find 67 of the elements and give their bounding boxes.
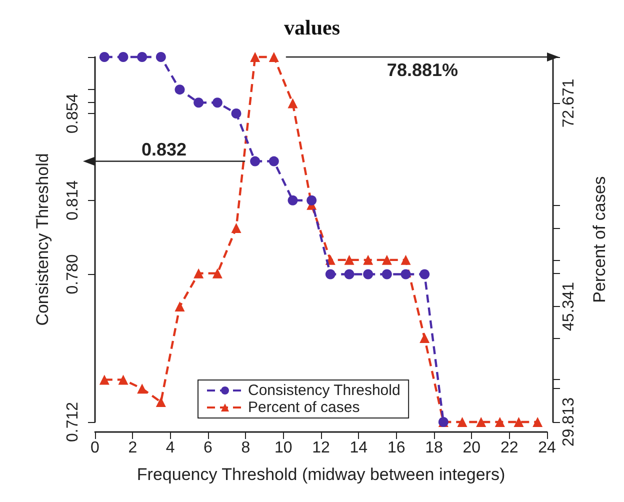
point <box>382 269 392 280</box>
point <box>212 98 222 108</box>
x-axis-title: Frequency Threshold (midway between integers) <box>136 465 506 484</box>
y2-axis-title: Percent of cases <box>590 176 609 303</box>
point <box>344 254 354 265</box>
x-tick-label: 16 <box>387 440 406 456</box>
point <box>156 52 166 62</box>
point <box>174 84 185 95</box>
point <box>268 52 279 62</box>
point <box>363 254 374 265</box>
y2-tick-label: 29.813 <box>560 397 578 446</box>
point <box>137 52 148 62</box>
y2-tick-label: 45.341 <box>560 282 578 331</box>
point <box>99 374 110 385</box>
point <box>231 108 242 118</box>
legend-label: Percent of cases <box>248 399 360 416</box>
x-tick-label: 14 <box>350 440 368 456</box>
point <box>400 254 411 265</box>
y-tick-label: 0.814 <box>64 180 82 220</box>
point <box>288 195 298 206</box>
y2-tick-label: 72.671 <box>560 78 578 128</box>
point <box>156 397 166 408</box>
y-tick-label: 0.780 <box>64 254 82 294</box>
x-tick-label: 2 <box>128 440 138 456</box>
point <box>420 269 430 280</box>
point <box>514 417 524 427</box>
point <box>457 417 468 427</box>
point <box>231 222 242 233</box>
point <box>400 269 411 280</box>
point <box>250 52 260 62</box>
point <box>288 98 298 108</box>
y-tick-label: 0.712 <box>64 402 82 442</box>
ref-line-label: 78.881% <box>386 60 458 80</box>
point <box>268 156 279 166</box>
point <box>194 268 204 278</box>
x-tick-label: 18 <box>425 440 443 456</box>
point <box>306 195 317 206</box>
point <box>382 254 392 265</box>
x-tick-label: 0 <box>90 440 100 456</box>
point <box>363 269 374 280</box>
chart-title: values <box>284 16 340 40</box>
legend-label: Consistency Threshold <box>248 382 400 399</box>
point <box>344 269 354 280</box>
y-axis-title: Consistency Threshold <box>33 153 52 326</box>
point <box>494 417 505 427</box>
ref-line-label: 0.832 <box>142 139 187 160</box>
point <box>325 269 336 280</box>
point <box>99 52 110 62</box>
x-tick-label: 10 <box>274 440 292 456</box>
x-tick-label: 20 <box>462 440 481 456</box>
y-tick-label: 0.854 <box>64 93 82 134</box>
point <box>118 374 128 385</box>
x-tick-label: 22 <box>500 440 518 456</box>
point <box>194 98 204 108</box>
point <box>212 268 222 278</box>
point <box>532 417 543 427</box>
x-tick-label: 24 <box>538 440 556 456</box>
point <box>174 301 185 312</box>
point <box>250 156 260 166</box>
x-tick-label: 6 <box>204 440 213 456</box>
x-tick-label: 12 <box>312 440 330 456</box>
point <box>118 52 128 62</box>
x-tick-label: 4 <box>166 440 175 456</box>
point <box>137 384 148 394</box>
x-tick-label: 8 <box>241 440 250 456</box>
point <box>420 333 430 344</box>
point <box>476 417 486 427</box>
